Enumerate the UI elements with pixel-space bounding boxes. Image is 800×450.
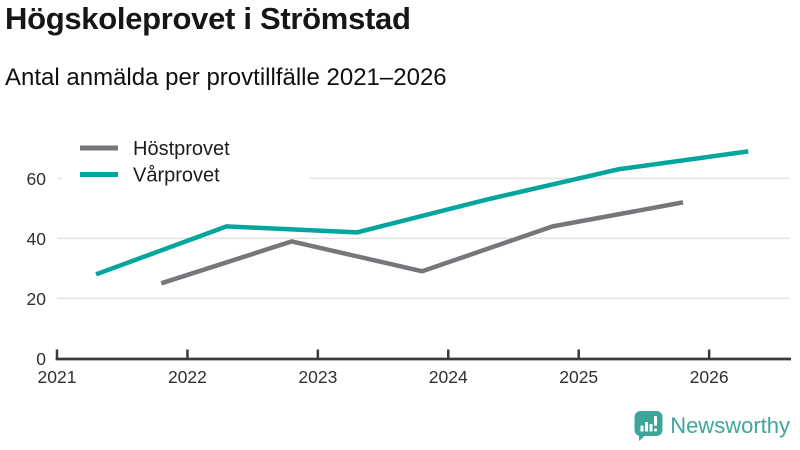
- legend-label-varprovet: Vårprovet: [133, 165, 220, 187]
- y-tick-label-20: 20: [27, 289, 47, 309]
- newsworthy-brand: Newsworthy: [634, 410, 790, 442]
- legend-background: [62, 131, 310, 189]
- legend-label-hostprovet: Höstprovet: [133, 138, 230, 160]
- bar-chart-speech-bubble-icon: [634, 410, 663, 442]
- x-tick-label-2025: 2025: [559, 367, 598, 387]
- y-tick-label-60: 60: [27, 169, 47, 189]
- x-tick-label-2023: 2023: [298, 367, 337, 387]
- x-tick-label-2022: 2022: [168, 367, 207, 387]
- x-tick-label-2024: 2024: [429, 367, 468, 387]
- y-tick-label-40: 40: [27, 229, 47, 249]
- series-line-varprovet: [95, 149, 749, 277]
- x-tick-label-2021: 2021: [38, 367, 77, 387]
- x-tick-label-2026: 2026: [690, 367, 729, 387]
- series-line-hostprovet: [160, 200, 684, 286]
- chart-title: Högskoleprovet i Strömstad: [5, 1, 411, 36]
- chart-subtitle: Antal anmälda per provtillfälle 2021–202…: [5, 64, 447, 91]
- brand-name: Newsworthy: [670, 413, 790, 438]
- y-tick-label-0: 0: [36, 349, 46, 369]
